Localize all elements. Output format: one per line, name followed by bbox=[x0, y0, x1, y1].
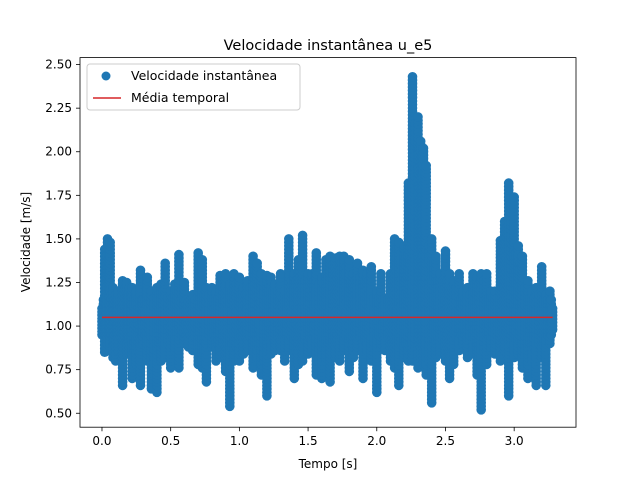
data-point bbox=[193, 248, 203, 258]
x-tick-label: 1.5 bbox=[299, 434, 318, 448]
data-point bbox=[418, 143, 429, 154]
x-tick-label: 2.5 bbox=[436, 434, 455, 448]
data-point bbox=[546, 295, 557, 305]
data-point bbox=[536, 262, 547, 272]
data-point bbox=[248, 251, 258, 262]
data-point bbox=[426, 234, 437, 244]
y-tick-label: 2.25 bbox=[45, 101, 72, 115]
data-point bbox=[179, 277, 190, 288]
legend-label-media: Média temporal bbox=[131, 90, 229, 105]
y-tick-label: 0.75 bbox=[45, 363, 72, 377]
data-point bbox=[513, 241, 524, 251]
data-point bbox=[454, 269, 465, 279]
y-tick-label: 1.25 bbox=[45, 275, 72, 289]
y-tick-label: 0.50 bbox=[45, 406, 72, 420]
data-point bbox=[160, 258, 170, 269]
y-tick-label: 2.50 bbox=[45, 58, 72, 72]
y-tick-label: 2.00 bbox=[45, 145, 72, 159]
x-tick-label: 2.0 bbox=[367, 434, 386, 448]
x-axis-title: Tempo [s] bbox=[298, 457, 358, 471]
data-point bbox=[547, 303, 558, 314]
data-point bbox=[509, 192, 519, 202]
data-point bbox=[284, 234, 294, 244]
data-point bbox=[275, 269, 286, 279]
data-point bbox=[142, 272, 153, 283]
data-point bbox=[311, 248, 322, 258]
data-point bbox=[135, 265, 146, 276]
data-point bbox=[266, 272, 276, 283]
data-point bbox=[234, 272, 245, 283]
data-point bbox=[421, 160, 432, 171]
data-point bbox=[297, 230, 308, 241]
y-axis-title: Velocidade [m/s] bbox=[19, 192, 33, 292]
y-tick-label: 1.50 bbox=[45, 232, 72, 246]
data-point bbox=[366, 262, 377, 272]
data-marks bbox=[97, 72, 558, 415]
data-point bbox=[220, 269, 231, 279]
plot-area bbox=[97, 72, 558, 415]
data-point bbox=[407, 72, 418, 82]
data-point bbox=[517, 251, 528, 262]
data-point bbox=[545, 286, 555, 297]
data-point bbox=[431, 251, 441, 262]
y-tick-label: 1.75 bbox=[45, 188, 72, 202]
data-point bbox=[523, 276, 533, 286]
data-point bbox=[344, 254, 355, 265]
legend: Velocidade instantânea Média temporal bbox=[86, 63, 301, 111]
data-point bbox=[252, 258, 262, 269]
legend-marker-scatter bbox=[101, 71, 111, 81]
data-point bbox=[105, 237, 115, 248]
x-tick-label: 0.0 bbox=[92, 434, 111, 448]
data-point bbox=[174, 249, 184, 260]
data-point bbox=[481, 269, 492, 279]
legend-label-velocidade: Velocidade instantânea bbox=[131, 68, 277, 83]
y-tick-label: 1.00 bbox=[45, 319, 72, 333]
data-point bbox=[440, 246, 451, 256]
data-point bbox=[197, 254, 208, 265]
data-point bbox=[352, 258, 363, 269]
data-point bbox=[413, 112, 423, 122]
data-point bbox=[503, 178, 514, 188]
chart-title: Velocidade instantânea u_e5 bbox=[224, 38, 433, 54]
data-point bbox=[376, 269, 386, 279]
x-tick-label: 3.0 bbox=[505, 434, 524, 448]
x-tick-label: 1.0 bbox=[230, 434, 249, 448]
x-tick-label: 0.5 bbox=[161, 434, 180, 448]
